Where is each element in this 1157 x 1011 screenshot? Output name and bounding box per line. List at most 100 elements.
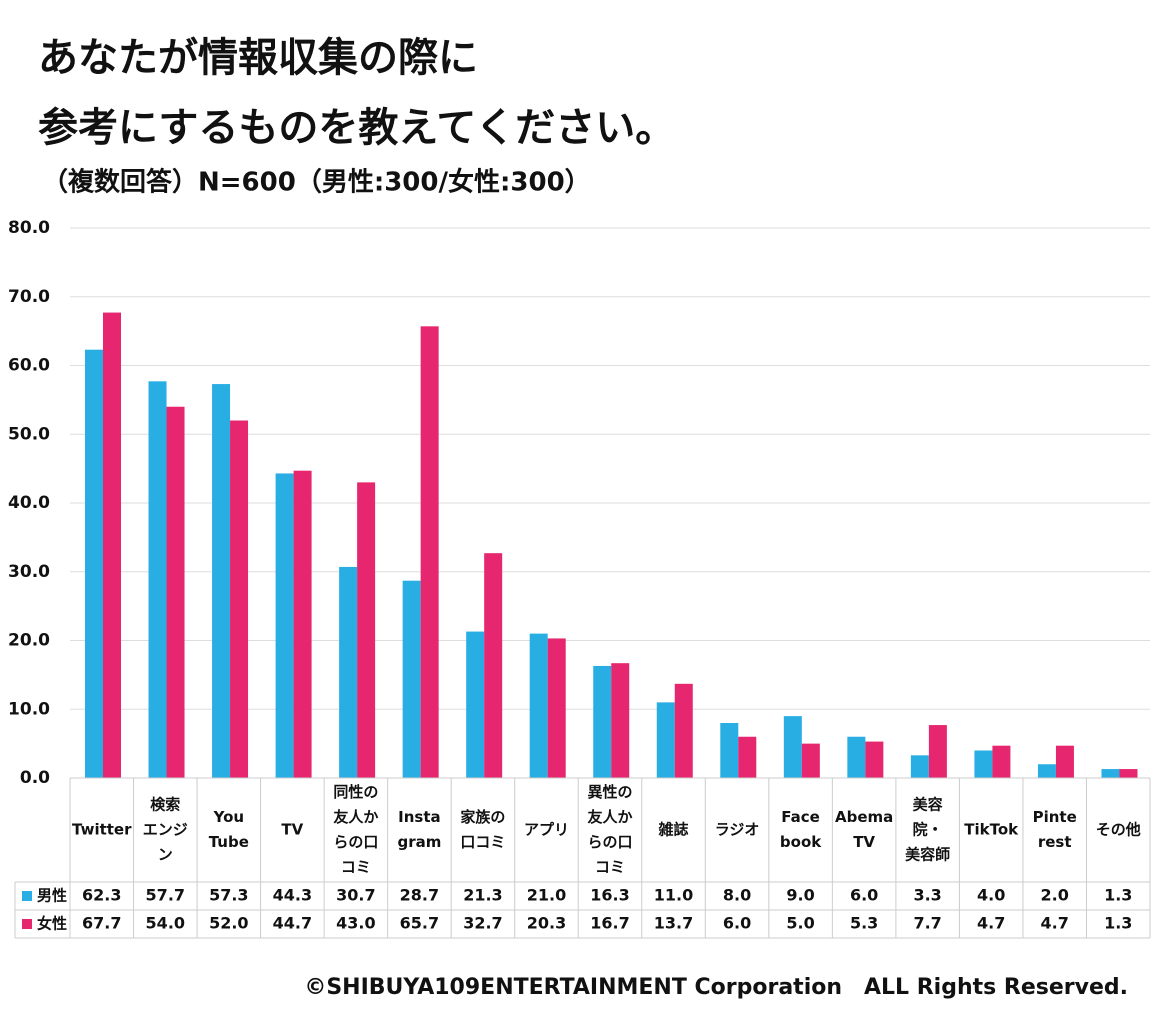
- table-value: 20.3: [527, 914, 566, 933]
- x-tick-label: 友人か: [333, 808, 378, 826]
- chart-subtitle: （複数回答）N=600（男性:300/女性:300）: [42, 167, 591, 198]
- bar: [1101, 769, 1120, 778]
- x-tick-label: 口コミ: [460, 833, 505, 851]
- table-value: 9.0: [786, 886, 814, 905]
- table-value: 28.7: [400, 886, 439, 905]
- bar: [847, 736, 866, 778]
- x-tick-label: 友人か: [587, 808, 632, 826]
- table-value: 1.3: [1104, 914, 1132, 933]
- table-value: 3.3: [913, 886, 941, 905]
- y-tick-label: 20.0: [8, 631, 50, 651]
- x-tick-label: 美容: [913, 796, 943, 814]
- x-tick-label: You: [213, 808, 244, 826]
- table-value: 43.0: [336, 914, 375, 933]
- bar: [212, 384, 231, 778]
- x-tick-label: TikTok: [964, 821, 1019, 839]
- bar: [674, 683, 693, 778]
- bar: [1055, 745, 1074, 778]
- bar: [720, 723, 739, 778]
- chart-title: あなたが情報収集の際に: [38, 35, 478, 81]
- table-value: 7.7: [913, 914, 941, 933]
- x-tick-label: らの口: [587, 833, 632, 851]
- legend-swatch: [22, 891, 32, 901]
- x-tick-label: 同性の: [333, 783, 378, 801]
- table-value: 54.0: [146, 914, 185, 933]
- y-tick-label: 0.0: [20, 768, 50, 788]
- bar: [593, 665, 612, 778]
- table-value: 6.0: [723, 914, 751, 933]
- bar: [230, 420, 249, 778]
- bar: [738, 736, 757, 778]
- bar: [275, 473, 294, 778]
- bar: [103, 312, 121, 778]
- x-tick-label: Twitter: [72, 821, 132, 839]
- table-value: 16.7: [590, 914, 629, 933]
- x-tick-label: gram: [397, 833, 441, 851]
- table-value: 1.3: [1104, 886, 1132, 905]
- x-tick-label: Face: [781, 808, 820, 826]
- table-value: 62.3: [82, 886, 121, 905]
- x-tick-label: 異性の: [587, 783, 632, 801]
- bar: [339, 566, 358, 778]
- bar: [656, 702, 675, 778]
- x-tick-label: コミ: [595, 858, 625, 876]
- y-tick-label: 60.0: [8, 356, 50, 376]
- table-value: 5.0: [786, 914, 814, 933]
- bar: [484, 553, 503, 778]
- x-tick-label: rest: [1038, 833, 1072, 851]
- bar: [974, 750, 993, 778]
- table-value: 6.0: [850, 886, 878, 905]
- bar: [420, 326, 439, 778]
- table-value: 13.7: [654, 914, 693, 933]
- x-tick-label: エンジ: [143, 821, 188, 839]
- table-value: 30.7: [336, 886, 375, 905]
- bar: [1119, 769, 1138, 778]
- x-tick-label: 院・: [913, 821, 943, 839]
- x-tick-label: ラジオ: [715, 821, 760, 839]
- bar: [910, 755, 929, 778]
- x-tick-label: TV: [853, 833, 875, 851]
- y-tick-label: 50.0: [8, 424, 50, 444]
- x-tick-label: ン: [158, 846, 173, 864]
- table-value: 21.3: [463, 886, 502, 905]
- y-tick-label: 10.0: [8, 699, 50, 719]
- y-tick-label: 30.0: [8, 562, 50, 582]
- y-tick-label: 80.0: [8, 218, 50, 238]
- y-tick-label: 40.0: [8, 493, 50, 513]
- table-value: 4.7: [977, 914, 1005, 933]
- bar: [529, 633, 548, 778]
- table-value: 16.3: [590, 886, 629, 905]
- bar: [357, 482, 376, 778]
- bar: [293, 470, 312, 778]
- legend-label: 女性: [37, 915, 67, 933]
- bar: [547, 638, 566, 778]
- table-value: 67.7: [82, 914, 121, 933]
- x-tick-label: らの口: [333, 833, 378, 851]
- bar: [1037, 764, 1056, 778]
- x-tick-label: book: [780, 833, 822, 851]
- table-value: 57.7: [146, 886, 185, 905]
- x-tick-label: 検索: [150, 796, 180, 814]
- table-value: 44.7: [273, 914, 312, 933]
- x-tick-label: コミ: [341, 858, 371, 876]
- table-value: 4.0: [977, 886, 1005, 905]
- table-value: 21.0: [527, 886, 566, 905]
- bar: [611, 663, 630, 778]
- x-tick-label: 雑誌: [658, 821, 689, 839]
- table-value: 2.0: [1041, 886, 1069, 905]
- table-value: 8.0: [723, 886, 751, 905]
- table-value: 57.3: [209, 886, 248, 905]
- table-value: 52.0: [209, 914, 248, 933]
- x-tick-label: 家族の: [460, 808, 505, 826]
- x-tick-label: Tube: [209, 833, 249, 851]
- table-value: 44.3: [273, 886, 312, 905]
- bar: [402, 580, 421, 778]
- bar: [801, 743, 820, 778]
- bar: [148, 381, 167, 778]
- x-tick-label: アプリ: [524, 821, 569, 839]
- bar: [928, 725, 947, 778]
- legend-swatch: [22, 919, 32, 929]
- x-tick-label: その他: [1096, 821, 1141, 839]
- bar: [466, 631, 485, 778]
